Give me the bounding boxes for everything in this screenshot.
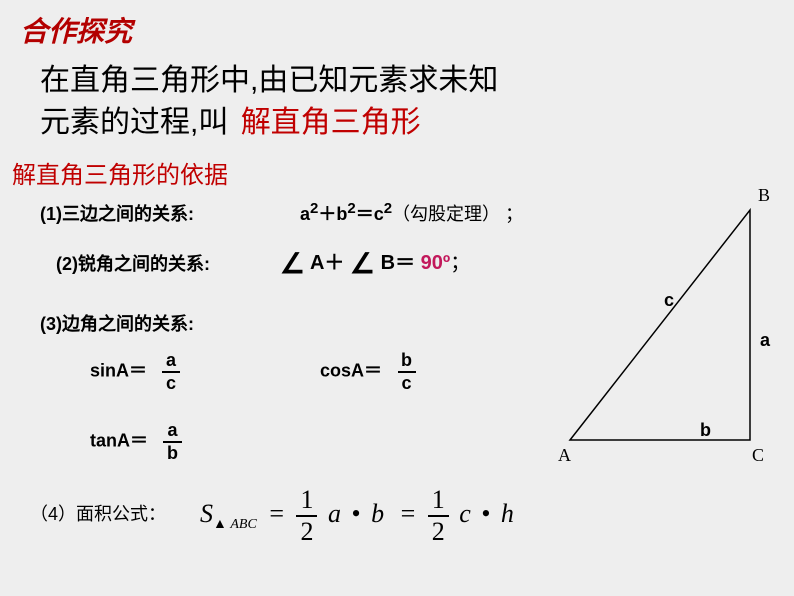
ninety: 90º	[421, 252, 451, 274]
area-tri: ▲	[213, 517, 227, 532]
item4-label: （4）面积公式：	[30, 500, 166, 526]
angle-b: B	[381, 252, 395, 274]
area-abc: ABC	[230, 517, 256, 532]
right-triangle	[550, 190, 780, 470]
sinA-label: sinA＝	[90, 360, 147, 380]
angle-semi: ；	[450, 252, 470, 274]
f-a: a	[300, 204, 310, 224]
f-b: b	[336, 204, 347, 224]
side-b: b	[700, 420, 711, 441]
f-note: （勾股定理）	[392, 204, 500, 224]
cosA-eq: cosA＝ b c	[320, 350, 416, 393]
area-c: c	[459, 499, 471, 528]
item1-label: (1)三边之间的关系:	[40, 200, 194, 226]
sinA-eq: sinA＝ a c	[90, 350, 180, 393]
section-title: 合作探究	[20, 10, 132, 50]
angle-plus: ＋	[324, 252, 344, 274]
tanA-eq: tanA＝ a b	[90, 420, 182, 463]
angle-a: A	[310, 252, 324, 274]
area-dot1: •	[351, 499, 360, 528]
area-dot2: •	[481, 499, 490, 528]
angle-eq: ＝	[395, 252, 415, 274]
item1-formula: a2＋b2＝c2（勾股定理） ；	[300, 200, 523, 226]
half1n: 1	[296, 485, 317, 515]
intro-keyword: 解直角三角形	[241, 106, 421, 139]
f-semi: ；	[505, 204, 523, 224]
side-c: c	[664, 290, 674, 311]
item2-label: (2)锐角之间的关系:	[56, 250, 210, 276]
half2d: 2	[428, 515, 449, 547]
vertex-A: A	[558, 445, 571, 466]
area-eq1: =	[269, 499, 284, 528]
intro-line2-prefix: 元素的过程,叫	[40, 106, 228, 139]
area-formula: S▲ ABC = 1 2 a • b = 1 2 c • h	[200, 485, 518, 547]
f-eq: ＝	[356, 204, 374, 224]
item2-formula: ∠ A＋ ∠ B＝ 90º；	[280, 243, 470, 276]
sin-den: c	[162, 371, 180, 394]
cos-den: c	[398, 371, 416, 394]
area-S: S	[200, 499, 213, 528]
intro-line1: 在直角三角形中,由已知元素求未知	[40, 55, 498, 99]
half2n: 1	[428, 485, 449, 515]
f-plus: ＋	[318, 204, 336, 224]
section-heading: 解直角三角形的依据	[12, 155, 228, 190]
area-h: h	[501, 499, 514, 528]
f-s2: 2	[347, 200, 355, 217]
item3-label: (3)边角之间的关系:	[40, 310, 194, 336]
f-c: c	[374, 204, 384, 224]
sin-num: a	[162, 350, 180, 371]
vertex-B: B	[758, 185, 770, 206]
area-a: a	[328, 499, 341, 528]
angle-sym-1: ∠	[280, 247, 305, 280]
vertex-C: C	[752, 445, 764, 466]
tan-den: b	[163, 441, 182, 464]
half1d: 2	[296, 515, 317, 547]
area-eq2: =	[401, 499, 416, 528]
tan-num: a	[164, 420, 182, 441]
cos-num: b	[397, 350, 416, 371]
angle-sym-2: ∠	[350, 247, 375, 280]
cosA-label: cosA＝	[320, 360, 382, 380]
area-b: b	[371, 499, 384, 528]
f-s3: 2	[384, 200, 392, 217]
side-a: a	[760, 330, 770, 351]
tanA-label: tanA＝	[90, 430, 148, 450]
intro-line2: 元素的过程,叫 解直角三角形	[40, 97, 421, 141]
